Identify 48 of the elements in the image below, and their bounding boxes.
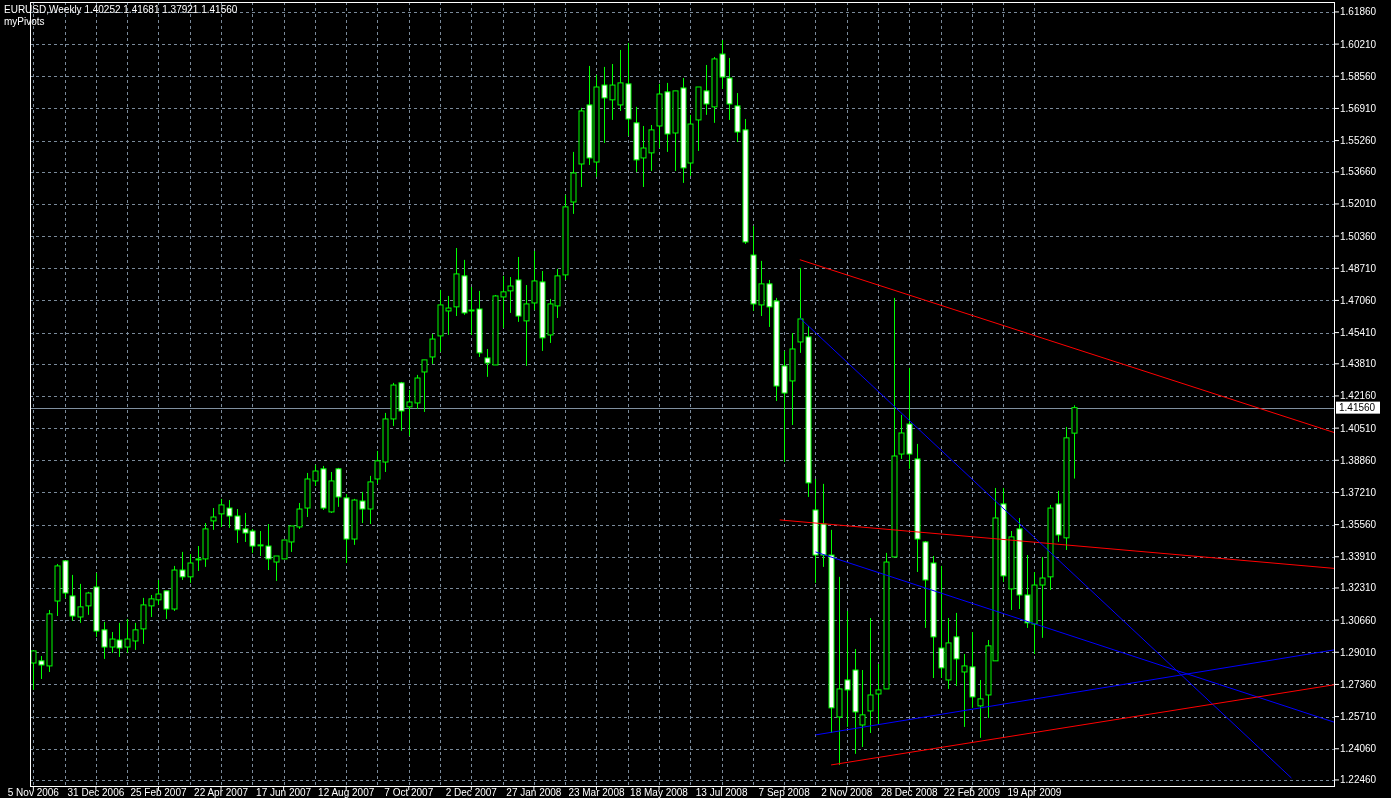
y-tick-label: 1.33910 bbox=[1340, 551, 1377, 563]
candlestick bbox=[977, 679, 984, 739]
candlestick bbox=[421, 359, 428, 413]
y-tick-label: 1.37210 bbox=[1340, 486, 1377, 498]
ref-line-label: 1.41560 bbox=[1339, 402, 1376, 414]
x-tick-label: 7 Sep 2008 bbox=[758, 787, 811, 798]
y-tick-label: 1.58560 bbox=[1340, 70, 1377, 82]
y-tick-label: 1.56910 bbox=[1340, 102, 1377, 114]
y-tick-label: 1.48710 bbox=[1340, 262, 1377, 274]
candlestick bbox=[859, 669, 866, 748]
y-tick-label: 1.24060 bbox=[1340, 743, 1377, 755]
x-tick-label: 2 Nov 2008 bbox=[821, 787, 873, 798]
x-tick-label: 17 Jun 2007 bbox=[256, 787, 312, 798]
y-tick-label: 1.45410 bbox=[1340, 327, 1377, 339]
x-tick-label: 2 Dec 2007 bbox=[445, 787, 498, 798]
x-tick-label: 31 Dec 2006 bbox=[67, 787, 125, 798]
x-tick-label: 22 Feb 2009 bbox=[943, 787, 1001, 798]
y-tick-label: 1.25710 bbox=[1340, 711, 1377, 723]
y-tick-label: 1.29010 bbox=[1340, 646, 1377, 658]
y-tick-label: 1.35560 bbox=[1340, 519, 1377, 531]
y-tick-label: 1.60210 bbox=[1340, 38, 1377, 50]
candlestick bbox=[429, 333, 436, 365]
x-tick-label: 25 Feb 2007 bbox=[130, 787, 187, 798]
candlestick bbox=[210, 507, 217, 531]
y-tick-label: 1.43810 bbox=[1340, 358, 1377, 370]
y-tick-label: 1.52010 bbox=[1340, 198, 1377, 210]
x-tick-label: 7 Oct 2007 bbox=[384, 787, 434, 798]
y-tick-label: 1.55260 bbox=[1340, 135, 1377, 147]
y-tick-label: 1.32310 bbox=[1340, 582, 1377, 594]
y-tick-label: 1.50360 bbox=[1340, 230, 1377, 242]
y-tick-label: 1.61860 bbox=[1340, 6, 1377, 18]
y-tick-label: 1.42160 bbox=[1340, 390, 1377, 402]
x-tick-label: 18 May 2008 bbox=[630, 787, 689, 798]
y-tick-label: 1.22460 bbox=[1340, 774, 1377, 786]
x-tick-label: 5 Nov 2006 bbox=[7, 787, 60, 798]
y-tick-label: 1.47060 bbox=[1340, 294, 1377, 306]
x-tick-label: 27 Jan 2008 bbox=[506, 787, 562, 798]
x-tick-label: 28 Dec 2008 bbox=[880, 787, 939, 798]
y-tick-label: 1.27360 bbox=[1340, 678, 1377, 690]
y-tick-label: 1.30660 bbox=[1340, 614, 1377, 626]
x-tick-label: 13 Jul 2008 bbox=[695, 787, 748, 798]
y-tick-label: 1.53660 bbox=[1340, 166, 1377, 178]
x-tick-label: 22 Apr 2007 bbox=[194, 787, 249, 798]
y-tick-label: 1.40510 bbox=[1340, 422, 1377, 434]
x-tick-label: 12 Aug 2007 bbox=[318, 787, 375, 798]
y-tick-label: 1.38860 bbox=[1340, 454, 1377, 466]
x-tick-label: 19 Apr 2009 bbox=[1007, 787, 1062, 798]
x-tick-label: 23 Mar 2008 bbox=[568, 787, 625, 798]
